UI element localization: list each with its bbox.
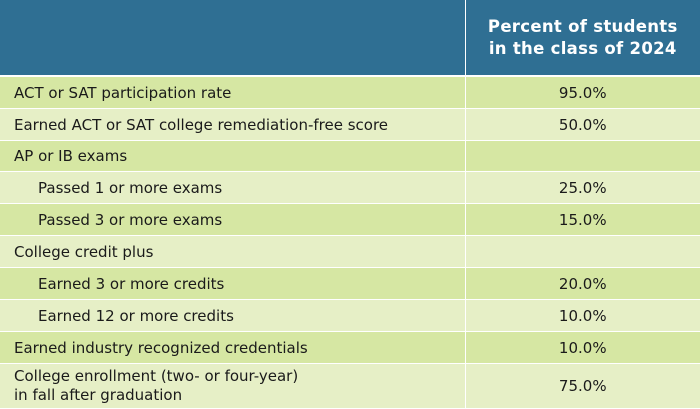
table-header-row: Percent of students in the class of 2024 [0,0,700,76]
table-row-earned-3-credits: Earned 3 or more credits 20.0% [0,268,700,300]
table-row-passed-3-exams: Passed 3 or more exams 15.0% [0,204,700,236]
row-value: 10.0% [465,332,700,364]
row-value: 10.0% [465,300,700,332]
row-label-line1: College enrollment (two- or four-year) [14,367,465,386]
percent-column-header-line2: in the class of 2024 [466,38,700,60]
table-row-industry-credentials: Earned industry recognized credentials 1… [0,332,700,364]
row-label: Passed 3 or more exams [14,211,222,229]
table-row-act-sat-participation: ACT or SAT participation rate 95.0% [0,76,700,109]
row-value: 75.0% [465,364,700,409]
row-label: Earned industry recognized credentials [0,332,465,364]
row-label: AP or IB exams [0,141,465,172]
row-label-cell: Earned 12 or more credits [0,300,465,332]
table-row-ap-ib-exams: AP or IB exams [0,141,700,172]
row-label-cell: Passed 1 or more exams [0,172,465,204]
row-label: Passed 1 or more exams [14,179,222,197]
percent-column-header-line1: Percent of students [466,16,700,38]
row-value: 50.0% [465,109,700,141]
row-label: Earned 12 or more credits [14,307,234,325]
percent-column-header: Percent of students in the class of 2024 [465,0,700,76]
row-value [465,141,700,172]
row-value: 95.0% [465,76,700,109]
row-label: ACT or SAT participation rate [0,76,465,109]
table-row-earned-12-credits: Earned 12 or more credits 10.0% [0,300,700,332]
row-value [465,236,700,268]
table-row-passed-1-exam: Passed 1 or more exams 25.0% [0,172,700,204]
table-row-college-enrollment: College enrollment (two- or four-year) i… [0,364,700,409]
row-label: College credit plus [0,236,465,268]
row-label-cell: College enrollment (two- or four-year) i… [0,364,465,409]
row-label-line2: in fall after graduation [14,386,465,405]
table-row-college-credit-plus: College credit plus [0,236,700,268]
row-label: Earned ACT or SAT college remediation-fr… [0,109,465,141]
row-label: Earned 3 or more credits [14,275,224,293]
row-label-cell: Earned 3 or more credits [0,268,465,300]
row-value: 20.0% [465,268,700,300]
table-row-remediation-free-score: Earned ACT or SAT college remediation-fr… [0,109,700,141]
row-label-cell: Passed 3 or more exams [0,204,465,236]
row-value: 15.0% [465,204,700,236]
label-column-header [0,0,465,76]
row-value: 25.0% [465,172,700,204]
